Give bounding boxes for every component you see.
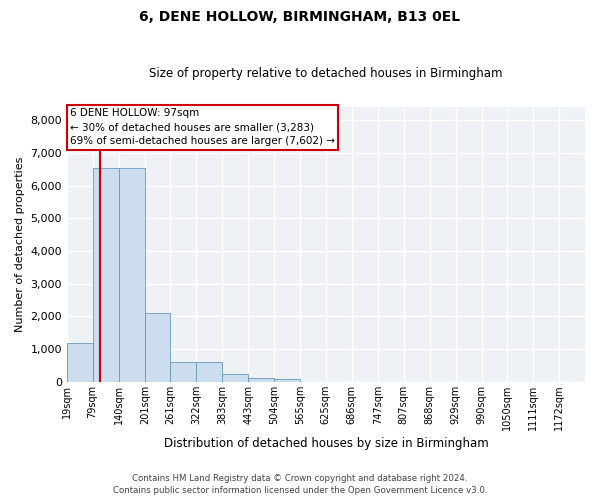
Text: 6, DENE HOLLOW, BIRMINGHAM, B13 0EL: 6, DENE HOLLOW, BIRMINGHAM, B13 0EL <box>139 10 461 24</box>
Title: Size of property relative to detached houses in Birmingham: Size of property relative to detached ho… <box>149 66 503 80</box>
Bar <box>92 168 119 382</box>
Bar <box>170 362 196 382</box>
Bar <box>67 342 92 382</box>
Bar <box>223 374 248 382</box>
Text: Contains HM Land Registry data © Crown copyright and database right 2024.
Contai: Contains HM Land Registry data © Crown c… <box>113 474 487 495</box>
Text: 6 DENE HOLLOW: 97sqm
← 30% of detached houses are smaller (3,283)
69% of semi-de: 6 DENE HOLLOW: 97sqm ← 30% of detached h… <box>70 108 335 146</box>
Y-axis label: Number of detached properties: Number of detached properties <box>15 156 25 332</box>
Bar <box>274 379 300 382</box>
Bar <box>248 378 274 382</box>
X-axis label: Distribution of detached houses by size in Birmingham: Distribution of detached houses by size … <box>164 437 488 450</box>
Bar <box>145 313 170 382</box>
Bar <box>119 168 145 382</box>
Bar <box>196 362 223 382</box>
